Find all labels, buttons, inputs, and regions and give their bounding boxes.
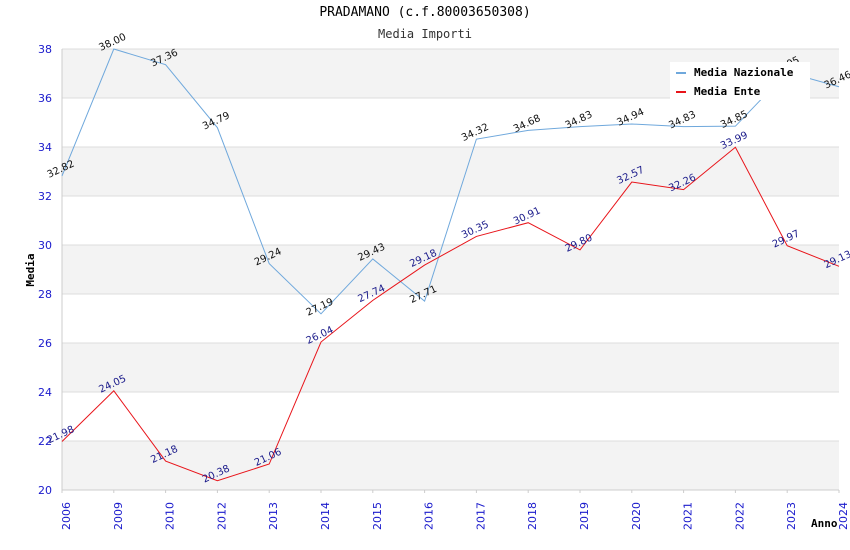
y-tick-label: 20 bbox=[38, 484, 52, 497]
grid-bands bbox=[62, 49, 839, 490]
grid-band bbox=[62, 343, 839, 392]
x-tick-label: 2014 bbox=[319, 502, 332, 530]
grid-band bbox=[62, 441, 839, 490]
x-axis-title: Anno bbox=[811, 517, 838, 530]
x-tick-label: 2009 bbox=[112, 502, 125, 530]
chart-subtitle: Media Importi bbox=[378, 27, 472, 41]
legend: Media Nazionale Media Ente bbox=[670, 62, 810, 100]
x-tick-label: 2018 bbox=[526, 502, 539, 530]
y-tick-label: 32 bbox=[38, 190, 52, 203]
x-tick-label: 2022 bbox=[733, 502, 746, 530]
y-tick-label: 28 bbox=[38, 288, 52, 301]
y-axis-title: Media bbox=[24, 253, 37, 286]
y-tick-label: 38 bbox=[38, 43, 52, 56]
data-label: 34.83 bbox=[667, 109, 698, 131]
x-tick-label: 2012 bbox=[215, 502, 228, 530]
data-label: 27.19 bbox=[305, 297, 336, 319]
x-tick-label: 2006 bbox=[60, 502, 73, 530]
x-tick-label: 2017 bbox=[474, 502, 487, 530]
data-label: 34.94 bbox=[615, 107, 646, 129]
y-tick-label: 22 bbox=[38, 435, 52, 448]
legend-label-media-nazionale: Media Nazionale bbox=[694, 66, 794, 79]
series-lines bbox=[61, 48, 840, 482]
y-tick-label: 26 bbox=[38, 337, 52, 350]
y-tick-label: 34 bbox=[38, 141, 52, 154]
x-tick-label: 2021 bbox=[682, 502, 695, 530]
chart-title: PRADAMANO (c.f.80003650308) bbox=[319, 5, 531, 20]
data-label: 34.68 bbox=[512, 113, 543, 135]
x-tick-label: 2010 bbox=[164, 502, 177, 530]
x-tick-label: 2016 bbox=[423, 502, 436, 530]
data-label: 34.32 bbox=[460, 122, 491, 144]
y-tick-label: 24 bbox=[38, 386, 52, 399]
grid-band bbox=[62, 245, 839, 294]
x-tick-label: 2023 bbox=[785, 502, 798, 530]
data-label: 34.85 bbox=[719, 109, 750, 131]
y-tick-label: 30 bbox=[38, 239, 52, 252]
x-tick-label: 2020 bbox=[630, 502, 643, 530]
x-tick-label: 2013 bbox=[267, 502, 280, 530]
data-label: 30.91 bbox=[512, 205, 543, 227]
y-tick-label: 36 bbox=[38, 92, 52, 105]
x-tick-label: 2024 bbox=[837, 502, 850, 530]
legend-label-media-ente: Media Ente bbox=[694, 85, 761, 98]
x-tick-labels: 2006 2009 2010 2012 2013 2014 2015 2016 2017 2018… bbox=[60, 490, 850, 530]
series-line-media-nazionale bbox=[61, 48, 840, 315]
series-line-media-ente bbox=[61, 146, 840, 482]
data-label: 34.83 bbox=[564, 109, 595, 131]
data-label: 30.35 bbox=[460, 219, 491, 241]
legend-background bbox=[670, 62, 810, 100]
x-tick-label: 2019 bbox=[578, 502, 591, 530]
grid-band bbox=[62, 147, 839, 196]
y-tick-labels: 20 22 24 26 28 30 32 34 36 38 bbox=[38, 43, 52, 497]
x-tick-label: 2015 bbox=[371, 502, 384, 530]
